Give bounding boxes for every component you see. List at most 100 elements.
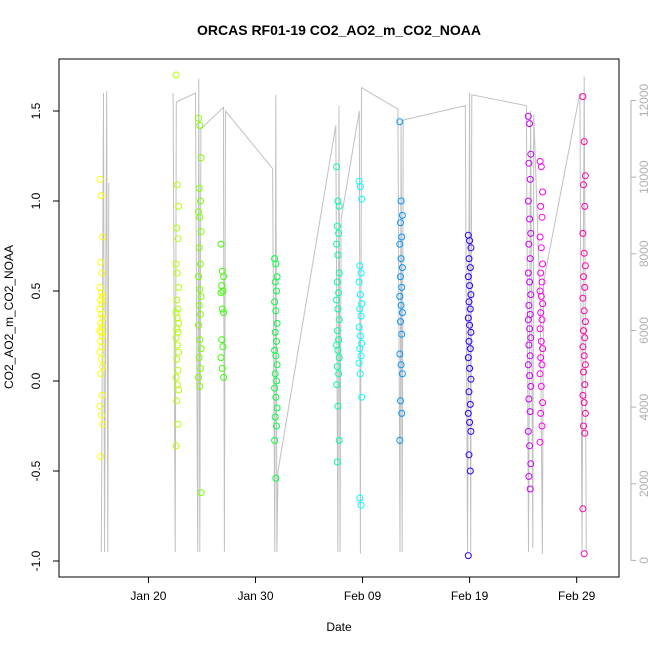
data-point-rf06-21 [334,402,342,410]
data-point-rf07-15 [355,359,363,367]
data-point-rf07-3 [356,262,364,270]
data-point-rf04-8 [218,336,226,344]
data-point-rf07-4 [357,269,365,277]
data-point-rf02-15 [172,334,180,342]
data-point-rf12-13 [580,327,587,335]
data-point-rf09-10 [464,314,472,322]
data-point-rf03-16 [196,336,204,344]
data-point-rf06-23 [333,458,341,466]
data-point-rf11-4 [538,213,546,221]
data-point-rf08-15 [396,350,404,358]
data-point-rf10-12 [527,291,535,299]
data-point-rf11-14 [538,316,546,324]
data-point-rf09-7 [467,291,475,299]
data-point-rf10-28 [525,472,533,480]
data-point-rf08-17 [398,370,406,378]
data-point-rf10-27 [527,460,535,468]
data-point-rf07-9 [357,312,365,320]
data-point-rf10-5 [524,197,532,205]
data-point-rf06-5 [333,240,341,248]
data-point-rf02-16 [173,341,181,349]
data-point-rf11-1 [537,163,545,171]
data-point-rf01-1 [97,192,105,200]
data-point-rf10-6 [526,215,534,223]
data-point-rf05-11 [272,352,280,360]
data-point-rf01-23 [97,370,105,378]
data-point-rf10-2 [527,150,535,158]
data-point-rf10-17 [527,334,535,342]
data-point-rf12-1 [580,138,588,146]
data-point-rf11-13 [537,309,545,317]
data-point-rf02-1 [173,181,181,189]
data-point-rf09-22 [467,427,475,435]
data-point-rf03-10 [195,273,202,281]
data-point-rf08-10 [396,292,404,300]
data-point-rf05-5 [271,298,279,306]
data-point-rf03-1 [196,121,204,129]
data-point-rf04-10 [217,354,225,362]
data-point-rf06-17 [335,354,343,362]
y-tick-label: 1.0 [29,192,43,209]
data-point-rf12-19 [581,381,589,389]
data-point-rf12-2 [581,172,589,180]
data-point-rf04-7 [220,309,228,317]
data-point-rf11-23 [537,409,545,417]
data-point-rf02-19 [174,366,182,374]
data-point-rf12-25 [579,505,587,513]
data-point-rf12-7 [581,262,589,270]
data-point-rf11-8 [537,269,545,277]
data-point-rf07-13 [356,345,364,353]
data-point-rf10-4 [526,175,534,183]
data-point-rf10-1 [526,120,534,128]
y2-tick-label: 10000 [637,160,650,194]
data-point-rf05-3 [271,278,279,286]
data-point-rf09-16 [466,364,474,372]
data-point-rf11-9 [538,278,546,286]
data-point-rf12-12 [581,318,589,326]
data-point-rf11-19 [538,361,546,369]
data-point-rf07-1 [356,183,364,191]
data-point-rf06-19 [335,370,343,378]
data-point-rf12-22 [581,409,589,417]
data-point-rf01-24 [98,391,106,399]
data-point-rf04-12 [220,373,228,381]
data-point-rf02-17 [175,348,183,356]
data-point-rf12-10 [579,294,587,302]
data-point-rf06-12 [335,316,343,324]
data-point-rf10-24 [526,408,534,416]
data-point-rf08-16 [397,361,405,369]
data-point-rf08-20 [396,436,404,444]
data-point-rf09-12 [467,328,475,336]
x-tick-label: Jan 30 [237,589,273,603]
data-point-rf08-13 [397,318,404,326]
data-point-rf02-18 [173,355,181,363]
data-point-rf12-23 [580,422,587,430]
data-point-rf02-23 [173,397,181,405]
data-point-rf11-24 [538,422,546,430]
data-point-rf02-0 [172,71,180,79]
data-point-rf12-0 [579,93,587,101]
data-point-rf09-25 [464,552,472,560]
data-point-rf09-13 [465,337,473,345]
data-point-rf03-14 [197,310,204,318]
y2-tick-label: 12000 [637,83,650,117]
data-point-rf03-11 [196,285,204,293]
data-point-rf01-16 [97,328,105,336]
data-point-rf01-26 [97,411,105,419]
data-point-rf12-6 [580,249,588,257]
data-point-rf06-20 [333,381,341,389]
data-point-rf05-18 [271,413,279,421]
data-point-rf08-0 [396,118,404,126]
data-point-rf08-4 [398,233,406,241]
data-point-rf10-18 [525,341,533,349]
data-point-rf08-6 [397,255,405,263]
data-point-rf09-5 [464,273,472,281]
data-point-rf06-13 [333,327,341,335]
data-point-rf02-22 [175,386,183,394]
data-point-rf02-3 [173,224,181,232]
data-point-rf07-16 [356,370,364,378]
data-point-rf12-21 [580,399,588,407]
data-point-rf04-9 [219,343,227,351]
data-point-rf09-11 [466,321,474,329]
